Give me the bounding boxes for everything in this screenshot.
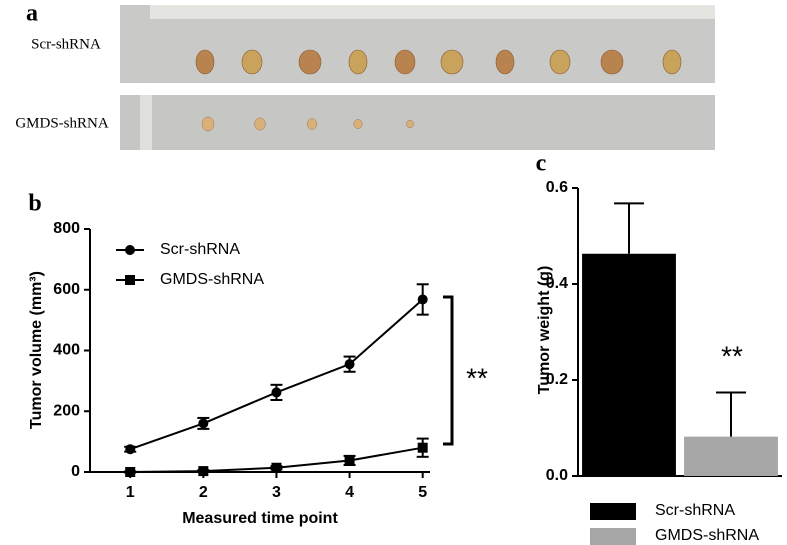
photo-strip [120,95,715,150]
tumor [600,49,624,75]
data-point [125,444,136,455]
row-label: Scr-shRNA [31,36,101,52]
x-tick-label: 5 [418,484,427,501]
tumor [495,49,515,75]
y-tick-label: 0.0 [546,467,568,484]
y-tick-label: 600 [53,281,80,298]
x-tick-label: 3 [272,484,281,501]
annotation: ** [466,362,488,393]
legend-swatch [590,503,636,520]
significance-bracket [443,295,454,446]
tumor [348,49,368,75]
data-point [198,466,209,477]
tumor [440,49,464,75]
y-tick-label: 0.6 [546,179,568,196]
y-tick-label: 0.2 [546,371,568,388]
tumor [201,116,215,132]
y-tick-label: 0.4 [546,275,568,292]
panel-label: b [28,191,41,217]
x-tick-label: 4 [345,484,354,501]
tumor [241,49,263,75]
tumor [195,49,215,75]
legend-label: Scr-shRNA [160,241,240,258]
legend-label: GMDS-shRNA [160,271,264,288]
y-tick-label: 400 [53,342,80,359]
legend-label: Scr-shRNA [655,502,735,519]
data-point [271,387,282,398]
row-label: GMDS-shRNA [15,115,109,131]
y-tick-label: 200 [53,402,80,419]
data-point [344,359,355,370]
tumor [549,49,571,75]
data-point [271,462,282,473]
tumor [254,117,266,131]
tumor [394,49,416,75]
y-axis-label: Tumor volume (mm³) [28,271,45,429]
x-tick-label: 2 [199,484,208,501]
legend-marker [125,275,135,285]
series-line [129,298,424,451]
tumor [306,118,318,130]
tumor [353,119,363,129]
data-point [417,294,428,305]
annotation: ** [721,340,743,371]
bar [684,436,778,476]
legend-swatch [590,528,636,545]
data-point [198,418,209,429]
panel-label: a [26,1,38,27]
y-axis-label: Tumor weight (g) [536,266,553,395]
panel-label: c [536,151,547,177]
x-axis-label: Measured time point [182,510,338,527]
legend-marker [125,245,135,255]
data-point [344,455,355,466]
y-tick-label: 0 [71,463,80,480]
data-point [417,442,428,453]
legend-label: GMDS-shRNA [655,527,759,544]
ruler [150,5,715,19]
data-point [125,467,136,477]
tumor [662,49,682,75]
tumor-photos [195,49,682,132]
ruler [140,95,152,150]
tumor [298,49,322,75]
y-tick-label: 800 [53,220,80,237]
bar [582,253,676,476]
tumor [406,119,414,129]
x-tick-label: 1 [126,484,135,501]
